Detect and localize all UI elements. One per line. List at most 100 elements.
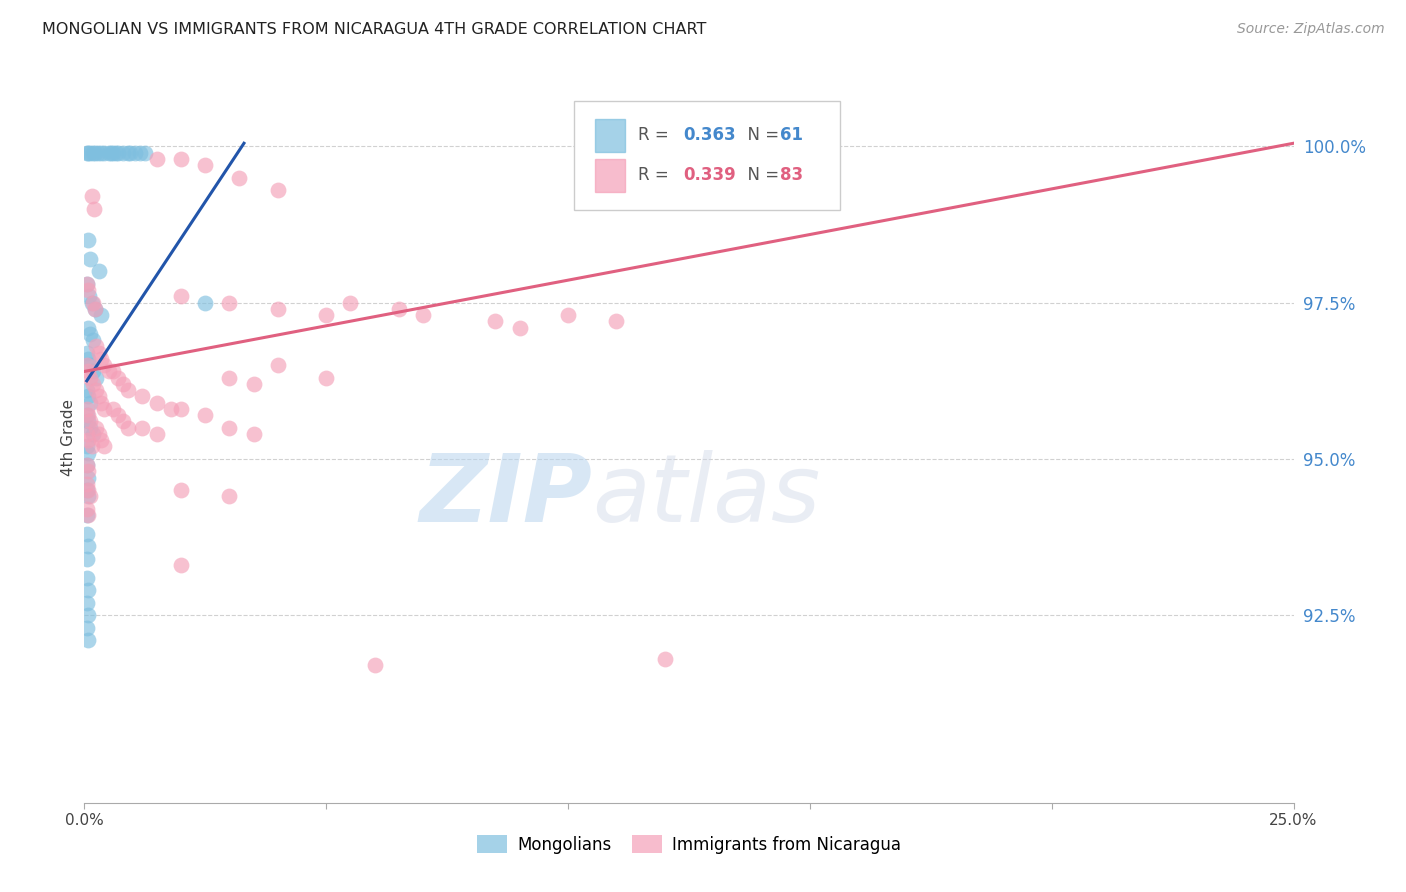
Point [93, 401, 115, 416]
Point [112, 376, 135, 391]
Point [83, 202, 105, 216]
Point [194, 295, 217, 310]
Point [557, 308, 579, 322]
Point [131, 420, 153, 434]
Point [76, 401, 98, 416]
Point [107, 145, 129, 160]
Point [339, 295, 361, 310]
Point [77, 408, 100, 422]
Point [107, 408, 129, 422]
Point [146, 152, 169, 166]
Point [112, 414, 135, 428]
Point [76, 345, 98, 359]
Point [76, 408, 98, 422]
Point [242, 426, 264, 441]
Point [90, 395, 112, 409]
Point [170, 289, 193, 303]
Point [117, 145, 139, 160]
Point [76, 145, 98, 160]
Point [80, 295, 103, 310]
Point [76, 508, 98, 523]
Point [146, 395, 169, 409]
Point [77, 351, 100, 366]
Point [76, 621, 98, 635]
Point [218, 370, 240, 384]
Point [124, 145, 146, 160]
Point [90, 308, 112, 322]
Point [388, 301, 411, 316]
Point [77, 608, 100, 623]
Point [84, 301, 107, 316]
Point [112, 145, 135, 160]
Point [77, 471, 100, 485]
Point [79, 490, 101, 504]
Point [76, 383, 98, 397]
Point [218, 295, 240, 310]
Point [194, 158, 217, 172]
Point [77, 483, 100, 498]
Text: 0.363: 0.363 [683, 126, 735, 144]
Point [86, 383, 108, 397]
Point [129, 145, 152, 160]
Point [82, 364, 104, 378]
Point [77, 364, 100, 378]
Point [160, 401, 183, 416]
Point [76, 145, 98, 160]
Point [218, 490, 240, 504]
Point [315, 370, 337, 384]
Point [77, 283, 100, 297]
Text: 61: 61 [780, 126, 803, 144]
Point [80, 440, 103, 454]
Point [117, 420, 139, 434]
Point [76, 277, 98, 291]
Point [90, 351, 112, 366]
Text: 83: 83 [780, 166, 803, 185]
Text: N =: N = [737, 166, 785, 185]
Y-axis label: 4th Grade: 4th Grade [60, 399, 76, 475]
Point [82, 333, 104, 347]
Point [76, 458, 98, 473]
Point [82, 145, 104, 160]
Point [82, 426, 104, 441]
Point [146, 426, 169, 441]
FancyBboxPatch shape [595, 119, 624, 152]
Point [77, 389, 100, 403]
Point [77, 414, 100, 428]
Point [104, 145, 127, 160]
Point [170, 483, 193, 498]
Point [509, 320, 531, 334]
Point [79, 358, 101, 372]
Point [77, 508, 100, 523]
Point [86, 420, 108, 434]
Point [76, 458, 98, 473]
Point [267, 183, 290, 197]
Point [267, 301, 290, 316]
Point [93, 440, 115, 454]
Point [82, 295, 104, 310]
Text: N =: N = [737, 126, 785, 144]
Text: Source: ZipAtlas.com: Source: ZipAtlas.com [1237, 22, 1385, 37]
Point [80, 189, 103, 203]
Point [79, 252, 101, 266]
Point [267, 358, 290, 372]
Text: ZIP: ZIP [419, 450, 592, 541]
Point [76, 483, 98, 498]
Point [76, 596, 98, 610]
Text: R =: R = [638, 166, 673, 185]
Point [103, 364, 125, 378]
Point [77, 233, 100, 247]
Point [84, 145, 107, 160]
Point [77, 490, 100, 504]
Point [90, 145, 112, 160]
Point [77, 320, 100, 334]
Point [170, 401, 193, 416]
Text: R =: R = [638, 126, 673, 144]
Text: 0.339: 0.339 [683, 166, 735, 185]
Point [87, 389, 110, 403]
FancyBboxPatch shape [574, 101, 841, 211]
Point [120, 145, 142, 160]
Point [103, 145, 125, 160]
Legend: Mongolians, Immigrants from Nicaragua: Mongolians, Immigrants from Nicaragua [471, 829, 907, 860]
Point [315, 308, 337, 322]
Point [87, 426, 110, 441]
